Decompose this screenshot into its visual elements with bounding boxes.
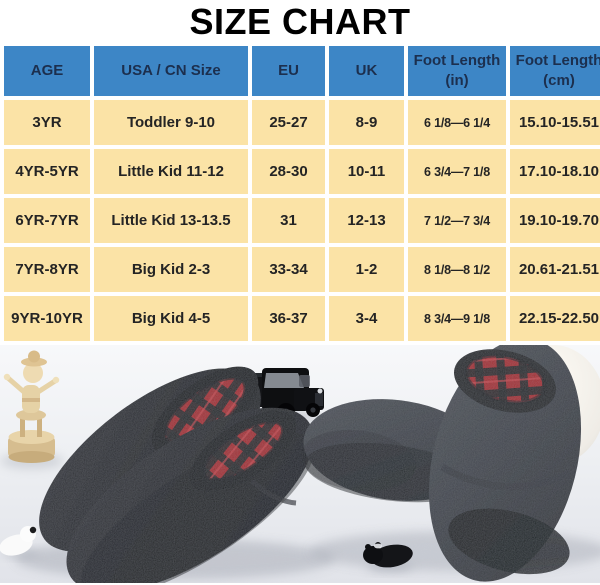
- cell-foot-in: 6 1/8—6 1/4: [408, 100, 506, 145]
- cell-age: 3YR: [4, 100, 90, 145]
- white-mini-figurine: [0, 526, 39, 558]
- cell-age: 6YR-7YR: [4, 198, 90, 243]
- cell-foot-cm: 22.15-22.50: [510, 296, 600, 341]
- table-row: 6YR-7YR Little Kid 13-13.5 31 12-13 7 1/…: [4, 198, 600, 243]
- cell-eu: 33-34: [252, 247, 325, 292]
- cell-age: 9YR-10YR: [4, 296, 90, 341]
- black-fleece-slipper-pair: [15, 366, 335, 583]
- cell-eu: 28-30: [252, 149, 325, 194]
- cell-foot-in: 7 1/2—7 3/4: [408, 198, 506, 243]
- cell-usa-cn: Big Kid 2-3: [94, 247, 248, 292]
- col-header-eu: EU: [252, 46, 325, 96]
- col-header-age: AGE: [4, 46, 90, 96]
- table-row: 9YR-10YR Big Kid 4-5 36-37 3-4 8 3/4—9 1…: [4, 296, 600, 341]
- black-panda-figurine: [363, 542, 413, 572]
- cell-usa-cn: Big Kid 4-5: [94, 296, 248, 341]
- table-row: 7YR-8YR Big Kid 2-3 33-34 1-2 8 1/8—8 1/…: [4, 247, 600, 292]
- header-row: AGE USA / CN Size EU UK Foot Length (in)…: [4, 46, 600, 96]
- wooden-push-puppet-toy: [0, 350, 64, 469]
- cell-foot-cm: 15.10-15.51: [510, 100, 600, 145]
- cell-age: 4YR-5YR: [4, 149, 90, 194]
- cell-usa-cn: Little Kid 11-12: [94, 149, 248, 194]
- slippers-product-photo: [0, 345, 600, 585]
- cell-uk: 10-11: [329, 149, 404, 194]
- col-header-foot-cm: Foot Length (cm): [510, 46, 600, 96]
- cell-uk: 8-9: [329, 100, 404, 145]
- cell-eu: 25-27: [252, 100, 325, 145]
- cell-foot-in: 8 3/4—9 1/8: [408, 296, 506, 341]
- size-chart-table: AGE USA / CN Size EU UK Foot Length (in)…: [0, 42, 600, 345]
- cell-foot-in: 6 3/4—7 1/8: [408, 149, 506, 194]
- col-header-usa-cn: USA / CN Size: [94, 46, 248, 96]
- cell-eu: 36-37: [252, 296, 325, 341]
- cell-usa-cn: Little Kid 13-13.5: [94, 198, 248, 243]
- cell-usa-cn: Toddler 9-10: [94, 100, 248, 145]
- table-row: 3YR Toddler 9-10 25-27 8-9 6 1/8—6 1/4 1…: [4, 100, 600, 145]
- cell-foot-in: 8 1/8—8 1/2: [408, 247, 506, 292]
- col-header-foot-in: Foot Length (in): [408, 46, 506, 96]
- cell-eu: 31: [252, 198, 325, 243]
- cell-uk: 12-13: [329, 198, 404, 243]
- cell-uk: 1-2: [329, 247, 404, 292]
- cell-foot-cm: 17.10-18.10: [510, 149, 600, 194]
- cell-uk: 3-4: [329, 296, 404, 341]
- cell-age: 7YR-8YR: [4, 247, 90, 292]
- cell-foot-cm: 20.61-21.51: [510, 247, 600, 292]
- table-row: 4YR-5YR Little Kid 11-12 28-30 10-11 6 3…: [4, 149, 600, 194]
- page-title: SIZE CHART: [189, 1, 411, 42]
- col-header-uk: UK: [329, 46, 404, 96]
- cell-foot-cm: 19.10-19.70: [510, 198, 600, 243]
- charcoal-fleece-slipper-pair: [300, 345, 600, 582]
